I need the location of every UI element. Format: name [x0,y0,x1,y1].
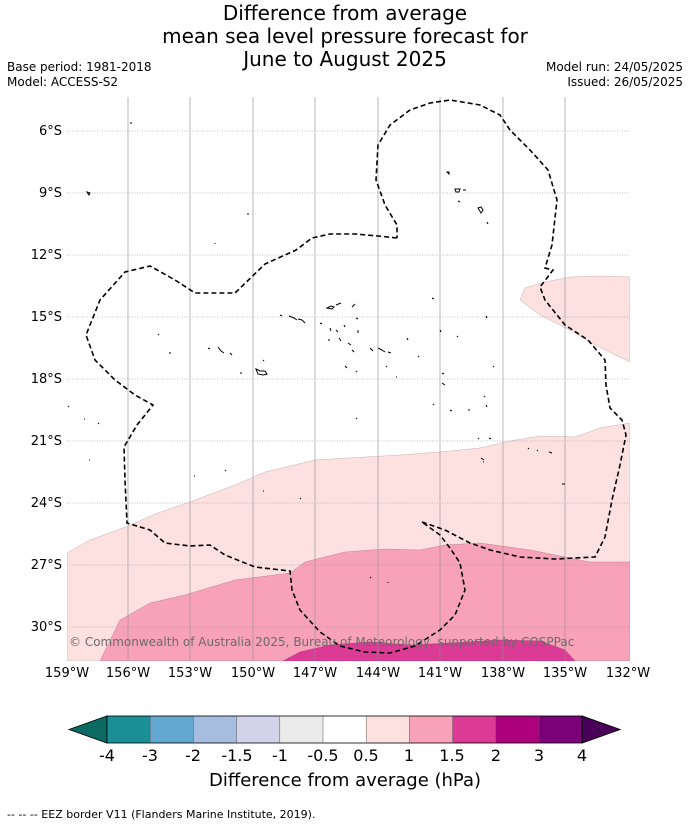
colorbar-tick: 3 [533,746,545,765]
lon-label-153w: 153°W [167,666,213,681]
colorbar-tick: -1.5 [221,746,253,765]
lon-label-150w: 150°W [230,666,276,681]
colorbar-tick: -0.5 [307,746,339,765]
island-outlines [67,122,565,583]
model-name: Model: ACCESS-S2 [7,75,119,89]
lat-label-30s: 30°S [30,620,62,635]
colorbar-tick: -3 [142,746,158,765]
colorbar-segment [409,716,453,743]
colorbar-title: Difference from average (hPa) [208,770,482,791]
colorbar-segment [495,716,539,743]
colorbar-segment [150,716,194,743]
colorbar-segment [452,716,496,743]
base-period: Base period: 1981-2018 [7,60,152,74]
colorbar-tick: -1 [272,746,288,765]
colorbar-outline [106,715,583,744]
anomaly-region-1.5-2 [282,639,576,661]
colorbar-over-triangle [581,715,622,744]
colorbar-tick: 0.5 [353,746,379,765]
anomaly-region-1-1.5 [99,542,630,661]
lon-label-144w: 144°W [355,666,401,681]
lat-label-18s: 18°S [30,372,62,387]
lon-label-147w: 147°W [292,666,338,681]
lat-label-21s: 21°S [30,434,62,449]
colorbar-segment [323,716,367,743]
lon-label-132w: 132°W [605,666,651,681]
lon-label-138w: 138°W [480,666,526,681]
meta-left: Base period: 1981-2018 Model: ACCESS-S2 [7,60,152,90]
meta-right: Model run: 24/05/2025 Issued: 26/05/2025 [546,60,683,90]
model-run: Model run: 24/05/2025 [545,60,683,74]
lat-label-6s: 6°S [38,124,62,139]
colorbar-segment [279,716,323,743]
issued-date: Issued: 26/05/2025 [567,75,683,89]
map-title-line3: June to August 2025 [243,47,447,71]
colorbar-segment [539,716,583,743]
colorbar-segment [193,716,237,743]
colorbar-tick: 2 [490,746,502,765]
colorbar-tick: 4 [576,746,588,765]
lat-label-24s: 24°S [30,496,62,511]
eez-border [85,233,466,654]
anomaly-region-0.5-1-northeast [519,275,630,363]
map-field [67,97,630,661]
colorbar-tick: 1 [403,746,415,765]
lon-label-159w: 159°W [44,666,90,681]
colorbar-tick: -2 [185,746,201,765]
map-title-line1: Difference from average [222,1,468,25]
map-title-line2: mean sea level pressure forecast for [162,24,528,48]
colorbar-under-triangle [67,715,108,744]
copyright-notice: © Commonwealth of Australia 2025, Bureau… [69,635,575,649]
lon-label-141w: 141°W [417,666,463,681]
lat-label-12s: 12°S [30,248,62,263]
colorbar-segment [236,716,280,743]
colorbar [67,715,622,744]
lat-label-15s: 15°S [30,310,62,325]
colorbar-tick: -4 [99,746,115,765]
lon-label-156w: 156°W [105,666,151,681]
colorbar-segment [107,716,151,743]
lat-label-27s: 27°S [30,558,62,573]
lat-label-9s: 9°S [38,186,62,201]
colorbar-segment [366,716,410,743]
lon-label-135w: 135°W [542,666,588,681]
eez-footnote: -- -- -- EEZ border V11 (Flanders Marine… [7,808,316,821]
eez-border-east [375,99,627,560]
colorbar-tick: 1.5 [439,746,465,765]
